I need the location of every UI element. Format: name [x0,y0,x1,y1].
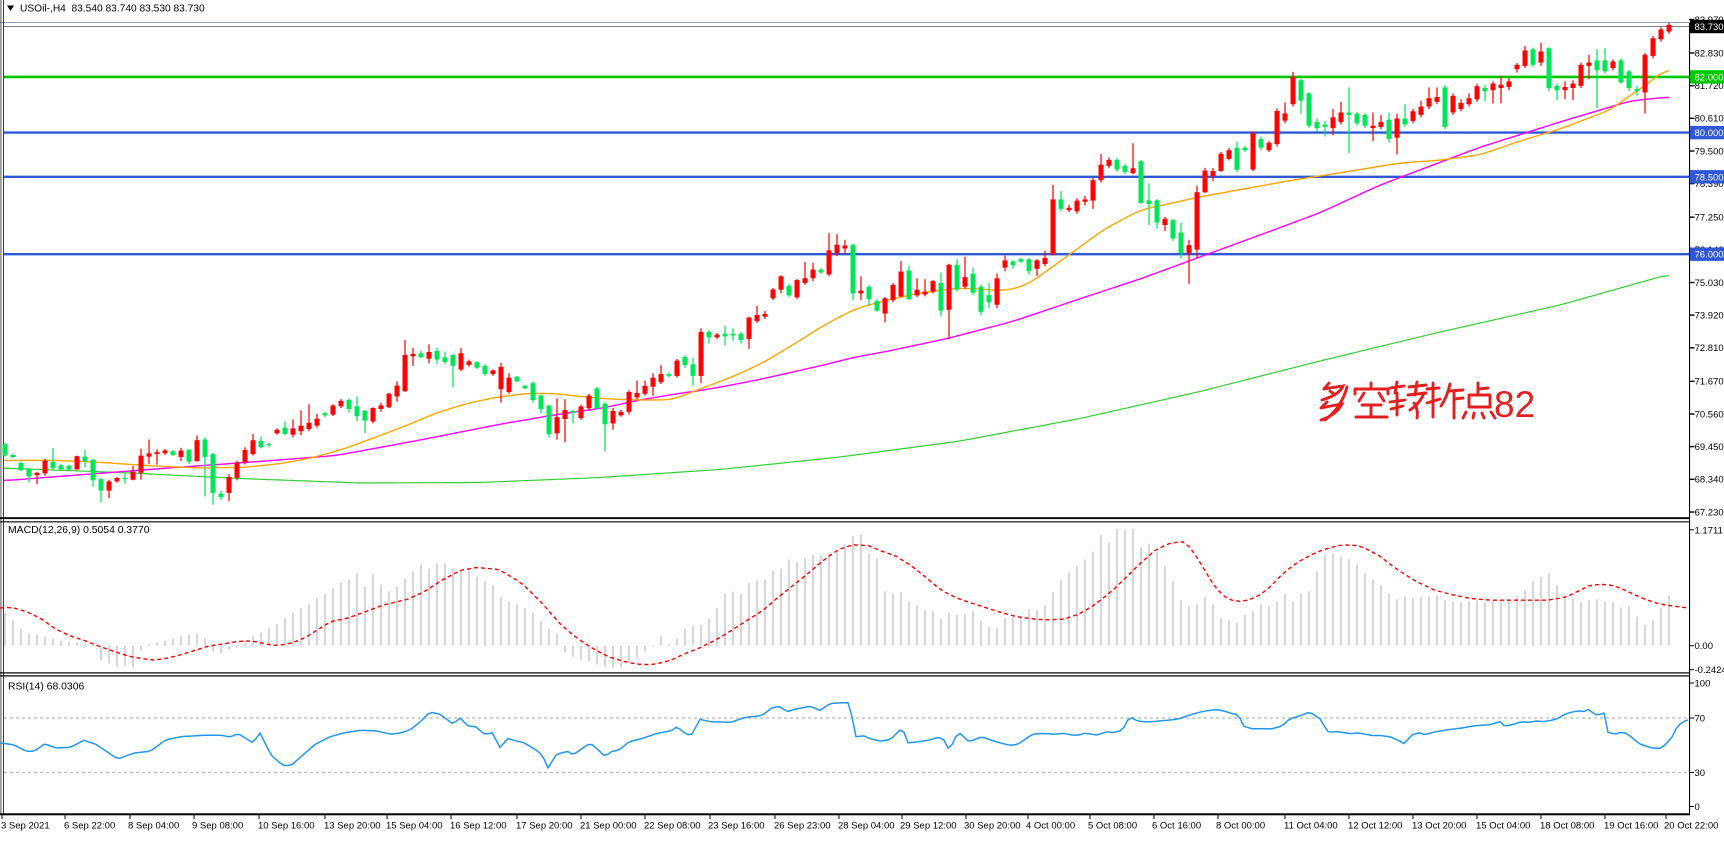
svg-text:6 Oct 16:00: 6 Oct 16:00 [1152,821,1201,832]
svg-text:18 Oct 08:00: 18 Oct 08:00 [1540,821,1594,832]
svg-text:80.000: 80.000 [1695,128,1724,139]
svg-text:6 Sep 22:00: 6 Sep 22:00 [64,821,115,832]
svg-text:82.000: 82.000 [1695,72,1724,83]
svg-text:77.250: 77.250 [1695,213,1724,224]
svg-text:79.500: 79.500 [1695,146,1724,157]
svg-text:0: 0 [1695,802,1700,813]
svg-text:82.830: 82.830 [1695,48,1724,59]
svg-text:1.1711: 1.1711 [1695,525,1723,536]
svg-text:13 Oct 20:00: 13 Oct 20:00 [1412,821,1466,832]
svg-text:20 Oct 22:00: 20 Oct 22:00 [1664,821,1718,832]
svg-text:29 Sep 12:00: 29 Sep 12:00 [900,821,957,832]
svg-text:78.500: 78.500 [1695,172,1724,183]
svg-text:17 Sep 20:00: 17 Sep 20:00 [516,821,573,832]
svg-text:USOil-,H4 83.540 83.740 83.53: USOil-,H4 83.540 83.740 83.530 83.730 [20,4,205,15]
svg-text:70: 70 [1695,714,1706,725]
svg-text:23 Sep 16:00: 23 Sep 16:00 [708,821,765,832]
svg-text:76.000: 76.000 [1695,250,1724,261]
svg-text:30: 30 [1695,768,1706,779]
svg-text:26 Sep 23:00: 26 Sep 23:00 [774,821,831,832]
svg-text:72.810: 72.810 [1695,343,1724,354]
svg-text:71.670: 71.670 [1695,377,1724,388]
svg-text:9 Sep 08:00: 9 Sep 08:00 [192,821,243,832]
svg-text:16 Sep 12:00: 16 Sep 12:00 [450,821,507,832]
svg-text:-0.2424: -0.2424 [1695,665,1724,676]
svg-text:21 Sep 00:00: 21 Sep 00:00 [580,821,637,832]
svg-text:4 Oct 00:00: 4 Oct 00:00 [1026,821,1075,832]
svg-text:75.030: 75.030 [1695,278,1724,289]
svg-text:5 Oct 08:00: 5 Oct 08:00 [1088,821,1137,832]
svg-text:3 Sep 2021: 3 Sep 2021 [1,821,50,832]
svg-text:68.340: 68.340 [1695,475,1724,486]
svg-text:83.730: 83.730 [1695,22,1724,33]
svg-text:69.450: 69.450 [1695,442,1724,453]
svg-text:8 Sep 04:00: 8 Sep 04:00 [128,821,179,832]
svg-text:12 Oct 12:00: 12 Oct 12:00 [1348,821,1402,832]
svg-text:28 Sep 04:00: 28 Sep 04:00 [838,821,895,832]
svg-text:RSI(14) 68.0306: RSI(14) 68.0306 [8,682,84,693]
svg-text:10 Sep 16:00: 10 Sep 16:00 [258,821,315,832]
svg-text:13 Sep 20:00: 13 Sep 20:00 [324,821,381,832]
svg-text:80.610: 80.610 [1695,114,1724,125]
svg-text:11 Oct 04:00: 11 Oct 04:00 [1284,821,1338,832]
svg-text:19 Oct 16:00: 19 Oct 16:00 [1604,821,1658,832]
svg-text:67.230: 67.230 [1695,507,1724,518]
svg-text:15 Sep 04:00: 15 Sep 04:00 [386,821,443,832]
svg-text:100: 100 [1695,679,1711,690]
svg-text:0.00: 0.00 [1695,641,1714,652]
svg-text:8 Oct 00:00: 8 Oct 00:00 [1216,821,1265,832]
svg-text:73.920: 73.920 [1695,311,1724,322]
svg-text:15 Oct 04:00: 15 Oct 04:00 [1476,821,1530,832]
svg-text:30 Sep 20:00: 30 Sep 20:00 [964,821,1021,832]
svg-text:MACD(12,26,9) 0.5054 0.3770: MACD(12,26,9) 0.5054 0.3770 [8,525,150,536]
svg-text:22 Sep 08:00: 22 Sep 08:00 [644,821,701,832]
svg-text:82: 82 [1494,384,1535,425]
svg-text:70.560: 70.560 [1695,409,1724,420]
